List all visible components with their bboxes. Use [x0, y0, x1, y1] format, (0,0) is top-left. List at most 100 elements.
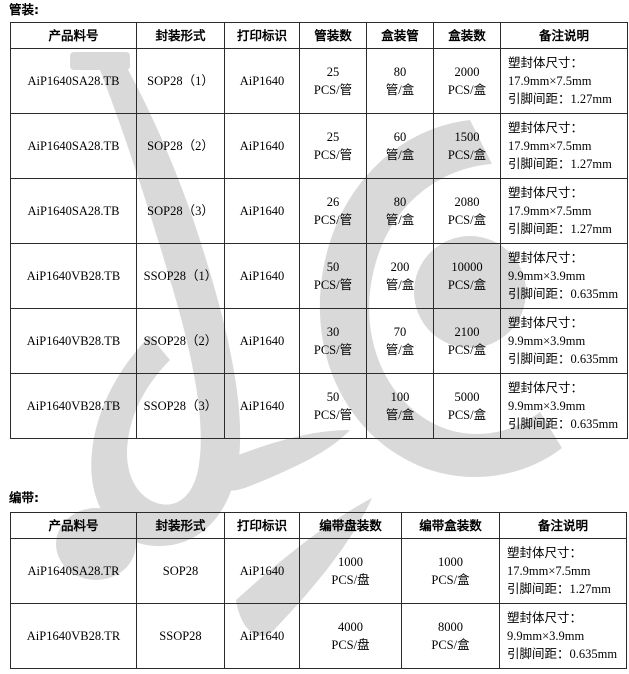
section-label-tape-packing: 编带: [9, 490, 39, 505]
cell-part-number: AiP1640VB28.TR [10, 603, 137, 669]
value-unit: PCS/盒 [447, 213, 487, 227]
cell-remark: 塑封体尺寸： 17.9mm×7.5mm 引脚间距：1.27mm [500, 113, 628, 179]
cell-marking: AiP1640 [224, 308, 300, 374]
cell-part-number: AiP1640VB28.TB [10, 373, 137, 439]
remark-line-1: 塑封体尺寸： [508, 185, 584, 200]
cell-marking: AiP1640 [224, 243, 300, 309]
remark-line-1: 塑封体尺寸： [508, 315, 584, 330]
remark-line-2: 9.9mm×3.9mm [508, 398, 586, 413]
column-header-marking: 打印标识 [224, 512, 300, 539]
value-unit: PCS/盒 [431, 638, 470, 652]
cell-reel-qty: 1000 PCS/盘 [299, 538, 402, 604]
cell-box-qty: 2100 PCS/盒 [433, 308, 501, 374]
value-unit: 管/盒 [385, 343, 415, 357]
value-unit: 管/盒 [385, 213, 415, 227]
value-number: 70 [393, 324, 407, 339]
value-unit: PCS/盒 [447, 343, 487, 357]
remark-line-2: 9.9mm×3.9mm [508, 333, 586, 348]
value-number: 25 [326, 129, 340, 144]
table-row: AiP1640SA28.TB SOP28（3） AiP1640 26 PCS/管… [10, 178, 628, 244]
cell-package-type: SSOP28 [136, 603, 225, 669]
cell-marking: AiP1640 [224, 373, 300, 439]
cell-tube-qty: 25 PCS/管 [299, 48, 367, 114]
remark-line-3: 引脚间距：0.635mm [508, 287, 619, 302]
remark-line-1: 塑封体尺寸： [508, 55, 584, 70]
value-number: 10000 [451, 259, 483, 274]
remark-line-2: 17.9mm×7.5mm [508, 203, 592, 218]
cell-box-qty: 2000 PCS/盒 [433, 48, 501, 114]
value-number: 2080 [454, 194, 480, 209]
value-number: 60 [393, 129, 407, 144]
cell-tube-qty: 26 PCS/管 [299, 178, 367, 244]
value-unit: 管/盒 [385, 83, 415, 97]
column-header-marking: 打印标识 [224, 22, 300, 49]
table-row: AiP1640VB28.TB SSOP28（1） AiP1640 50 PCS/… [10, 243, 628, 309]
cell-marking: AiP1640 [224, 48, 300, 114]
cell-remark: 塑封体尺寸： 17.9mm×7.5mm 引脚间距：1.27mm [499, 538, 627, 604]
remark-line-1: 塑封体尺寸： [507, 545, 583, 560]
cell-package-type: SSOP28（1） [136, 243, 225, 309]
cell-package-type: SOP28（1） [136, 48, 225, 114]
section-label-tube-packing: 管装: [9, 2, 39, 17]
remark-line-3: 引脚间距：1.27mm [508, 222, 612, 237]
column-header-remark: 备注说明 [499, 512, 627, 539]
table-row: AiP1640SA28.TR SOP28 AiP1640 1000 PCS/盘 … [10, 538, 627, 604]
column-header-tubes-per-box: 盒装管 [366, 22, 434, 49]
tape-packing-table: 产品料号 封装形式 打印标识 编带盘装数 编带盒装数 备注说明 AiP1640S… [10, 512, 627, 669]
value-unit: PCS/管 [313, 148, 353, 162]
value-number: 5000 [454, 389, 480, 404]
value-number: 26 [326, 194, 340, 209]
cell-remark: 塑封体尺寸： 9.9mm×3.9mm 引脚间距：0.635mm [499, 603, 627, 669]
column-header-tube-qty: 管装数 [299, 22, 367, 49]
cell-package-type: SOP28（2） [136, 113, 225, 179]
cell-remark: 塑封体尺寸： 17.9mm×7.5mm 引脚间距：1.27mm [500, 48, 628, 114]
cell-tubes-per-box: 200 管/盒 [366, 243, 434, 309]
remark-line-1: 塑封体尺寸： [507, 610, 583, 625]
value-unit: 管/盒 [385, 148, 415, 162]
cell-tubes-per-box: 80 管/盒 [366, 178, 434, 244]
value-number: 30 [326, 324, 340, 339]
value-unit: 管/盒 [385, 408, 415, 422]
value-number: 2000 [454, 64, 480, 79]
value-number: 80 [393, 64, 407, 79]
column-header-part-number: 产品料号 [10, 22, 137, 49]
remark-line-3: 引脚间距：1.27mm [508, 157, 612, 172]
remark-line-1: 塑封体尺寸： [508, 120, 584, 135]
cell-package-type: SSOP28（2） [136, 308, 225, 374]
cell-reel-qty: 4000 PCS/盘 [299, 603, 402, 669]
cell-part-number: AiP1640SA28.TB [10, 113, 137, 179]
cell-marking: AiP1640 [224, 538, 300, 604]
value-number: 2100 [454, 324, 480, 339]
remark-line-2: 9.9mm×3.9mm [508, 268, 586, 283]
cell-tubes-per-box: 100 管/盒 [366, 373, 434, 439]
cell-tube-qty: 50 PCS/管 [299, 373, 367, 439]
remark-line-3: 引脚间距：0.635mm [507, 647, 618, 662]
value-unit: PCS/盒 [431, 573, 470, 587]
column-header-box-qty: 盒装数 [433, 22, 501, 49]
cell-marking: AiP1640 [224, 113, 300, 179]
cell-box-qty: 8000 PCS/盒 [401, 603, 500, 669]
cell-part-number: AiP1640VB28.TB [10, 308, 137, 374]
value-unit: PCS/管 [313, 343, 353, 357]
remark-line-1: 塑封体尺寸： [508, 250, 584, 265]
cell-tubes-per-box: 80 管/盒 [366, 48, 434, 114]
value-unit: PCS/管 [313, 213, 353, 227]
cell-part-number: AiP1640VB28.TB [10, 243, 137, 309]
cell-box-qty: 1000 PCS/盒 [401, 538, 500, 604]
cell-tubes-per-box: 60 管/盒 [366, 113, 434, 179]
table-row: AiP1640VB28.TR SSOP28 AiP1640 4000 PCS/盘… [10, 603, 627, 669]
value-number: 1000 [338, 554, 363, 569]
cell-tubes-per-box: 70 管/盒 [366, 308, 434, 374]
cell-remark: 塑封体尺寸： 9.9mm×3.9mm 引脚间距：0.635mm [500, 243, 628, 309]
cell-tube-qty: 50 PCS/管 [299, 243, 367, 309]
cell-part-number: AiP1640SA28.TB [10, 48, 137, 114]
remark-line-1: 塑封体尺寸： [508, 380, 584, 395]
cell-part-number: AiP1640SA28.TB [10, 178, 137, 244]
value-unit: PCS/盘 [331, 638, 370, 652]
value-unit: PCS/盘 [331, 573, 370, 587]
value-number: 1500 [454, 129, 480, 144]
remark-line-3: 引脚间距：1.27mm [507, 582, 611, 597]
table-row: AiP1640SA28.TB SOP28（1） AiP1640 25 PCS/管… [10, 48, 628, 114]
value-unit: PCS/管 [313, 408, 353, 422]
value-number: 50 [326, 389, 340, 404]
